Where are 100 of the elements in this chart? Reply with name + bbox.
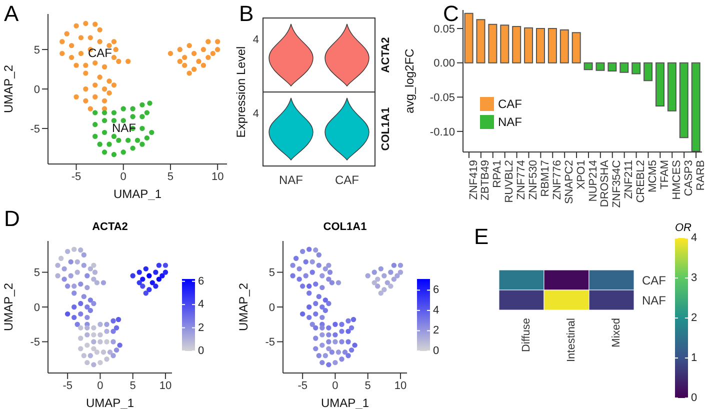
text: Expression Level (234, 46, 248, 138)
legend-label: NAF (498, 115, 522, 129)
text: NAF (279, 173, 303, 187)
y-tick-label: 0 (268, 302, 275, 314)
text: COL1A1 (380, 107, 392, 151)
point (102, 98, 108, 104)
point (102, 86, 108, 92)
bar (691, 62, 700, 152)
point (102, 110, 108, 116)
x-tick-label: ZBTB49 (480, 160, 492, 200)
y-axis-title: UMAP_2 (236, 282, 250, 332)
x-tick-label: NUP214 (587, 160, 600, 202)
point (106, 42, 112, 48)
point (111, 152, 117, 158)
point (111, 110, 117, 116)
x-tick-label: -5 (62, 380, 72, 392)
point (92, 60, 98, 66)
color-bar-label: 4 (691, 232, 698, 244)
point (92, 22, 98, 27)
annotation: NAF (112, 121, 136, 135)
y-tick-label: 5 (34, 44, 40, 56)
x-tick-label: XPO1 (575, 160, 588, 190)
bar (560, 29, 569, 64)
point (74, 94, 79, 100)
point (191, 50, 197, 56)
color-bar-label: 0 (691, 392, 698, 404)
point (97, 142, 102, 147)
x-tick-label: 0 (97, 380, 104, 392)
point (182, 54, 188, 60)
point (206, 54, 211, 60)
x-tick-label: ZNF530 (528, 160, 540, 200)
x-tick-label: MCM5 (647, 160, 660, 192)
point (97, 74, 102, 80)
point (186, 70, 192, 76)
color-bar-label: 2 (433, 324, 440, 337)
x-tick-label: ZNF354C (611, 160, 624, 208)
text: CAF (335, 173, 359, 187)
text: 4 (252, 34, 259, 46)
point (200, 62, 206, 68)
point (92, 82, 98, 88)
point (140, 126, 145, 132)
point (111, 39, 117, 44)
point (102, 130, 108, 136)
y-axis-title: avg_log2FC (402, 48, 416, 114)
y-tick-label: 0 (34, 84, 40, 96)
point (74, 23, 79, 28)
point (83, 20, 88, 26)
point (130, 114, 136, 120)
point (111, 118, 117, 124)
color-bar-label: 6 (433, 284, 440, 296)
bar (679, 62, 688, 138)
point (113, 46, 118, 52)
point (106, 78, 112, 84)
x-tick-label: RPA1 (492, 160, 504, 188)
point (68, 54, 74, 60)
bar (524, 27, 534, 64)
text: B (239, 1, 254, 26)
bar (476, 19, 486, 64)
y-tick-label: 5 (268, 267, 275, 280)
color-bar-label: 3 (691, 272, 698, 284)
x-tick-label: Mixed (610, 318, 622, 348)
point (102, 150, 108, 155)
point (120, 106, 126, 112)
x-tick-label: SNAPC2 (563, 160, 576, 204)
x-tick-label: ZNF776 (551, 160, 564, 200)
color-bar-label: 4 (198, 298, 204, 311)
x-tick-label: CREBL2 (635, 160, 648, 203)
point (102, 118, 108, 124)
annotation: CAF (88, 46, 112, 60)
y-tick-label: -5 (30, 123, 40, 136)
point (147, 100, 152, 106)
text: 4 (252, 108, 259, 120)
point (92, 122, 98, 128)
bar (512, 26, 522, 64)
point (140, 102, 145, 108)
y-tick-label: -0.05 (430, 92, 455, 104)
x-tick-label: RARB (694, 160, 707, 191)
bar (596, 62, 605, 71)
x-tick-label: 5 (167, 170, 174, 183)
point (106, 90, 112, 96)
text: A (4, 1, 19, 26)
point (182, 62, 188, 68)
point (134, 138, 140, 143)
y-axis-title: UMAP_2 (1, 282, 16, 332)
point (92, 94, 98, 100)
point (88, 106, 93, 112)
color-bar-label: 4 (433, 304, 440, 316)
point (206, 39, 211, 44)
point (177, 46, 182, 52)
bar (644, 62, 653, 82)
point (214, 39, 220, 44)
point (116, 138, 122, 143)
point (144, 135, 150, 141)
legend-label: CAF (498, 97, 522, 111)
text: ACTA2 (380, 37, 392, 73)
point (214, 46, 220, 52)
bar (608, 62, 617, 72)
bar (584, 62, 593, 70)
point (168, 50, 174, 56)
color-bar-label: 1 (691, 352, 698, 364)
